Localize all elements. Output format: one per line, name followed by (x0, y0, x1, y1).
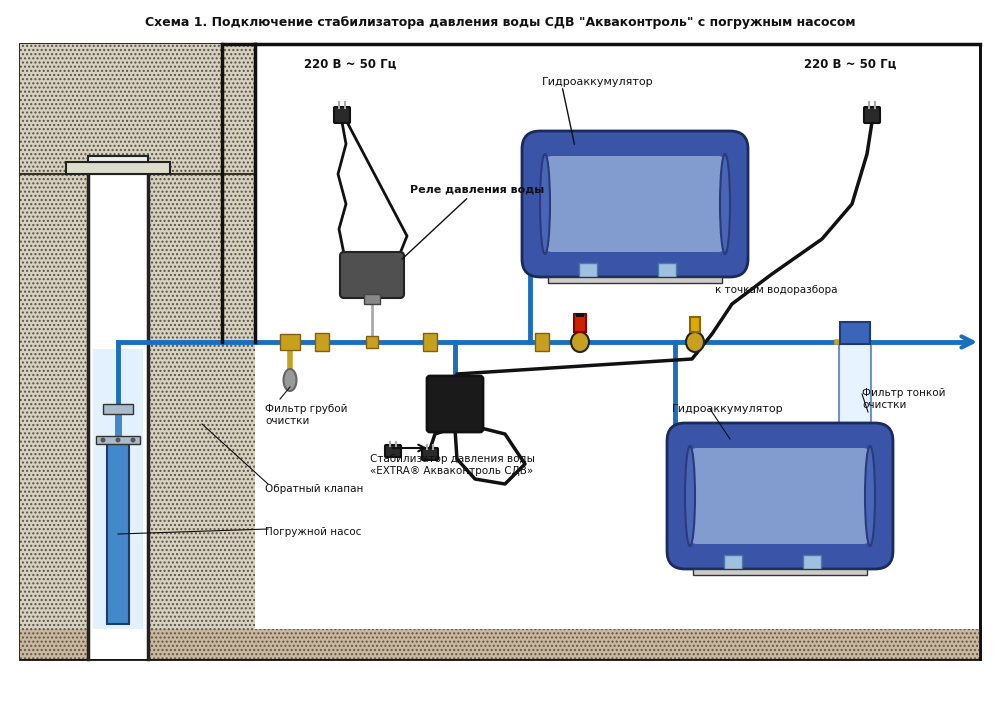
Ellipse shape (720, 154, 730, 254)
Bar (93, 349, 143, 629)
Bar (576, 313, 584, 317)
Text: Обратный клапан: Обратный клапан (265, 484, 363, 494)
Text: Фильтр грубой
очистки: Фильтр грубой очистки (265, 404, 348, 426)
Text: Гидроаккумулятор: Гидроаккумулятор (672, 404, 784, 414)
FancyBboxPatch shape (544, 156, 726, 252)
Bar (724, 555, 742, 570)
Bar (693, 569, 867, 575)
Bar (103, 404, 133, 414)
Circle shape (116, 438, 121, 443)
Text: Реле давления воды: Реле давления воды (402, 184, 544, 259)
Bar (658, 263, 676, 278)
Text: Фильтр тонкой
очистки: Фильтр тонкой очистки (862, 388, 945, 410)
Text: 220 В ~ 50 Гц: 220 В ~ 50 Гц (804, 58, 896, 71)
FancyBboxPatch shape (667, 423, 893, 569)
Text: к точкам водоразбора: к точкам водоразбора (715, 285, 838, 295)
Bar (280, 334, 300, 350)
Bar (578, 263, 596, 278)
Bar (535, 333, 549, 351)
Circle shape (131, 438, 136, 443)
Ellipse shape (865, 446, 875, 546)
Bar (548, 277, 722, 283)
Text: Схема 1. Подключение стабилизатора давления воды СДВ "Акваконтроль" с погружным : Схема 1. Подключение стабилизатора давле… (145, 16, 855, 29)
Bar (690, 317, 700, 332)
FancyBboxPatch shape (839, 339, 871, 425)
Bar (366, 336, 378, 348)
Ellipse shape (685, 446, 695, 546)
Bar (107, 444, 129, 624)
Text: Погружной насос: Погружной насос (265, 527, 361, 537)
Bar (88, 174, 148, 659)
Bar (803, 555, 821, 570)
Text: Гидроаккумулятор: Гидроаккумулятор (542, 77, 654, 87)
Bar (315, 333, 329, 351)
Bar (364, 294, 380, 304)
FancyBboxPatch shape (689, 448, 871, 544)
Bar (423, 333, 437, 351)
Ellipse shape (284, 369, 297, 391)
Bar (20, 44, 980, 659)
Text: 220 В ~ 50 Гц: 220 В ~ 50 Гц (304, 58, 396, 71)
FancyBboxPatch shape (522, 131, 748, 277)
FancyBboxPatch shape (422, 448, 438, 460)
FancyBboxPatch shape (864, 107, 880, 123)
Ellipse shape (686, 332, 704, 352)
Bar (20, 44, 255, 659)
Bar (20, 629, 980, 659)
Ellipse shape (540, 154, 550, 254)
Bar (20, 629, 980, 659)
FancyBboxPatch shape (340, 252, 404, 298)
Text: Стабилизатор давления воды
«EXTRA® Акваконтроль СДВ»: Стабилизатор давления воды «EXTRA® Аквак… (370, 454, 535, 476)
Bar (66, 162, 170, 174)
Bar (574, 314, 586, 332)
Ellipse shape (571, 332, 589, 352)
Bar (840, 322, 870, 344)
Bar (20, 44, 255, 659)
FancyBboxPatch shape (427, 376, 483, 432)
Bar (96, 436, 140, 444)
Circle shape (101, 438, 106, 443)
Bar (88, 156, 148, 162)
FancyBboxPatch shape (334, 107, 350, 123)
FancyBboxPatch shape (385, 445, 401, 457)
